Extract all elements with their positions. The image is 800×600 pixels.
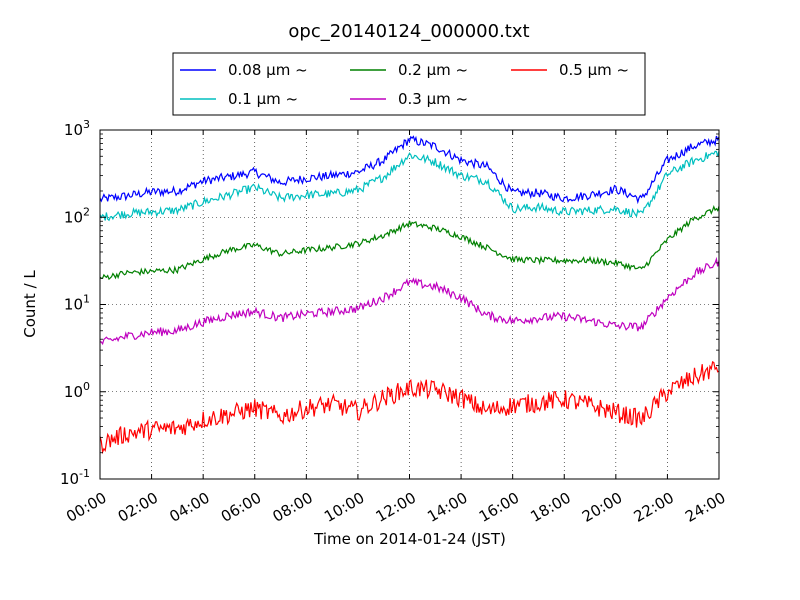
- series-line: [99, 150, 720, 222]
- y-tick-label: 102: [64, 205, 90, 226]
- legend-label: 0.5 μm ~: [559, 61, 629, 79]
- series-line: [99, 204, 720, 281]
- y-tick-label: 100: [64, 380, 90, 401]
- legend: 0.08 μm ~ 0.1 μm ~ 0.2 μm ~ 0.3 μm ~ 0.5 μm …: [172, 52, 646, 116]
- y-tick-label: 101: [64, 293, 90, 314]
- tick-marks: [99, 129, 720, 480]
- series-line: [99, 256, 720, 346]
- x-axis-label: Time on 2014-01-24 (JST): [313, 530, 506, 548]
- y-tick-label: 10-1: [60, 467, 90, 488]
- legend-label: 0.1 μm ~: [228, 90, 298, 108]
- y-tick-labels: 10-1 100 101 102 103: [60, 118, 90, 488]
- legend-label: 0.08 μm ~: [228, 61, 308, 79]
- legend-label: 0.3 μm ~: [398, 90, 468, 108]
- legend-box: [172, 52, 646, 116]
- series-group: [99, 135, 720, 455]
- legend-label: 0.2 μm ~: [398, 61, 468, 79]
- y-axis-label: Count / L: [21, 270, 39, 338]
- series-line: [99, 135, 720, 205]
- series-line: [99, 361, 720, 455]
- y-tick-label: 103: [64, 118, 90, 139]
- chart-title: opc_20140124_000000.txt: [288, 21, 529, 42]
